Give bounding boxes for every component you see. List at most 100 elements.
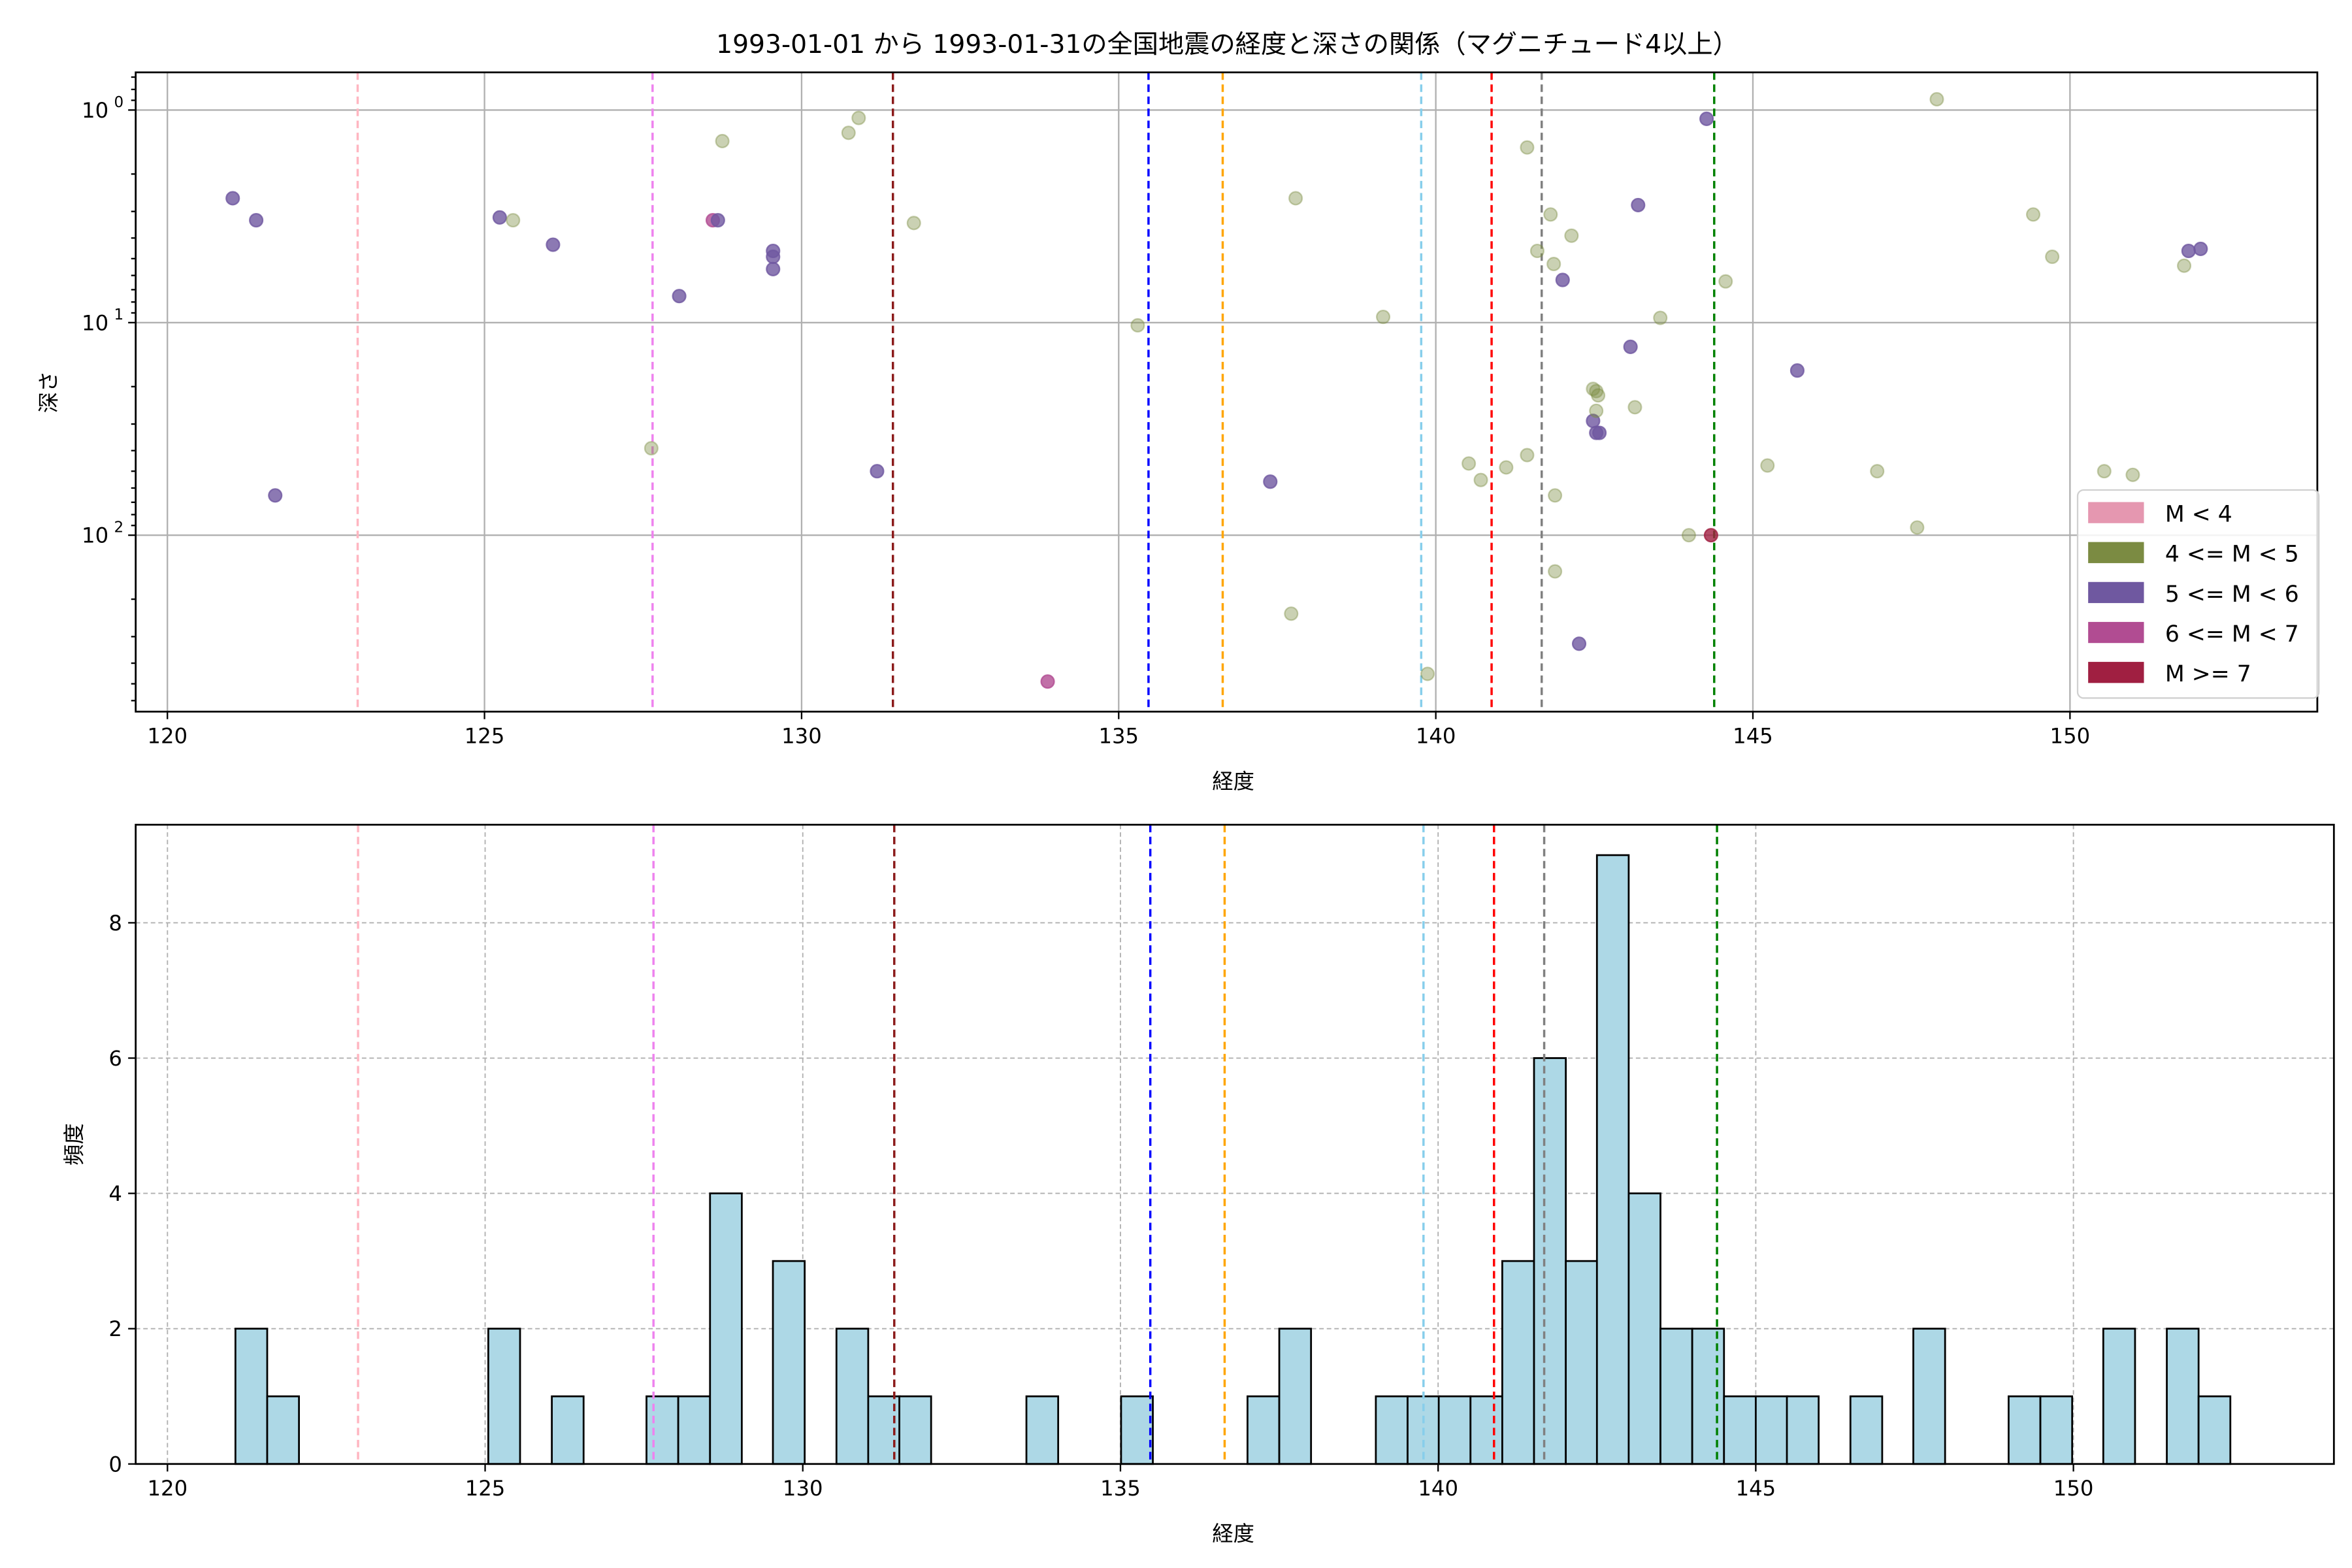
histogram-bar	[898, 1395, 932, 1465]
data-point	[1499, 460, 1514, 475]
histogram-x-label: 経度	[1212, 1521, 1254, 1546]
data-point	[870, 464, 885, 479]
data-point	[249, 213, 264, 228]
data-point	[1520, 140, 1535, 155]
histogram-bar	[551, 1395, 585, 1465]
x-tick-label: 130	[781, 724, 822, 749]
legend-swatch	[2088, 662, 2144, 683]
data-point	[1546, 257, 1561, 272]
histogram-bar	[2102, 1328, 2136, 1465]
histogram-bar	[2039, 1395, 2074, 1465]
plot-area	[135, 72, 2317, 712]
legend-label: M >= 7	[2165, 661, 2251, 687]
data-point	[1591, 388, 1606, 403]
histogram-bar	[1025, 1395, 1060, 1465]
x-tick-label: 145	[1733, 724, 1773, 749]
y-tick-label: 10	[82, 98, 108, 123]
x-tick-label: 135	[1100, 1476, 1141, 1501]
histogram-axes: 120 125 130 135 140 145 150 0 2 4 6 8	[108, 823, 2335, 1501]
data-point	[906, 216, 921, 231]
legend-swatch	[2088, 502, 2144, 523]
data-point	[1462, 456, 1477, 471]
data-point	[715, 133, 730, 149]
data-point	[1543, 207, 1558, 222]
histogram-bar	[1375, 1395, 1409, 1465]
x-tick-label: 135	[1098, 724, 1139, 749]
histogram-bar	[2197, 1395, 2232, 1465]
histogram-bar	[2008, 1395, 2042, 1465]
data-point	[1420, 666, 1435, 681]
histogram-bar	[677, 1395, 711, 1465]
x-tick-label: 125	[465, 1476, 506, 1501]
data-point	[672, 289, 687, 304]
scatter-axes: 120 125 130 135 140 145 150 10 0 10 1 10 2 M < 4 4 <= …	[82, 71, 2320, 749]
data-point	[2181, 243, 2196, 259]
data-point	[546, 237, 561, 252]
y-tick-exponent: 1	[114, 306, 124, 323]
y-tick-label: 0	[108, 1452, 122, 1477]
legend-label: 4 <= M < 5	[2165, 542, 2299, 568]
legend-label: 5 <= M < 6	[2165, 581, 2299, 608]
y-tick-label: 10	[82, 523, 108, 548]
data-point	[1703, 528, 1719, 543]
histogram-bar	[1120, 1395, 1154, 1465]
data-point	[1571, 636, 1587, 651]
plot-frame	[135, 823, 2335, 1465]
data-point	[1910, 520, 1925, 535]
scatter-y-label: 深さ	[36, 371, 61, 414]
data-point	[1284, 606, 1299, 621]
histogram-bar	[1501, 1260, 1535, 1465]
data-point	[1653, 310, 1668, 325]
y-tick-label: 2	[108, 1316, 122, 1341]
data-point	[1623, 339, 1638, 354]
data-point	[710, 213, 725, 228]
y-tick-exponent: 2	[114, 519, 124, 536]
data-point	[1681, 528, 1697, 543]
x-tick-label: 140	[1418, 1476, 1458, 1501]
data-point	[506, 213, 521, 228]
data-point	[1589, 403, 1604, 418]
data-point	[2025, 207, 2041, 222]
data-point	[1789, 363, 1805, 378]
data-point	[1040, 674, 1055, 689]
data-point	[766, 261, 781, 276]
data-point	[1586, 382, 1601, 397]
histogram-bar	[1912, 1328, 1946, 1465]
data-point	[1548, 564, 1563, 579]
legend-swatch	[2088, 542, 2144, 563]
legend-label: 6 <= M < 7	[2165, 621, 2299, 647]
histogram-bar	[1659, 1328, 1693, 1465]
data-point	[1288, 191, 1303, 206]
histogram-bar	[487, 1328, 521, 1465]
scatter-x-label: 経度	[1212, 769, 1254, 794]
x-tick-label: 145	[1736, 1476, 1776, 1501]
x-tick-label: 150	[2050, 724, 2091, 749]
legend-swatch	[2088, 581, 2144, 604]
histogram-bar	[1437, 1395, 1472, 1465]
data-point	[1589, 384, 1604, 399]
data-point	[1548, 488, 1563, 503]
x-tick-label: 120	[147, 724, 188, 749]
histogram-bar	[1565, 1260, 1599, 1465]
data-point	[766, 249, 781, 265]
histogram-bar	[2166, 1328, 2200, 1465]
histogram-bar	[1691, 1328, 1725, 1465]
x-tick-label: 150	[2053, 1476, 2094, 1501]
histogram-bar	[1755, 1395, 1789, 1465]
data-point	[1870, 464, 1885, 479]
data-point	[1529, 243, 1545, 259]
data-point	[1627, 400, 1642, 415]
data-point	[1699, 111, 1714, 126]
x-tick-label: 125	[465, 724, 505, 749]
histogram-bar	[1786, 1395, 1820, 1465]
data-point	[1520, 448, 1535, 463]
data-point	[644, 441, 659, 456]
data-point	[2097, 464, 2112, 479]
y-tick-label: 6	[108, 1046, 122, 1071]
data-point	[1592, 425, 1607, 440]
data-point	[492, 210, 507, 225]
data-point	[2045, 249, 2060, 265]
data-point	[1130, 318, 1145, 333]
data-point	[2176, 258, 2192, 273]
